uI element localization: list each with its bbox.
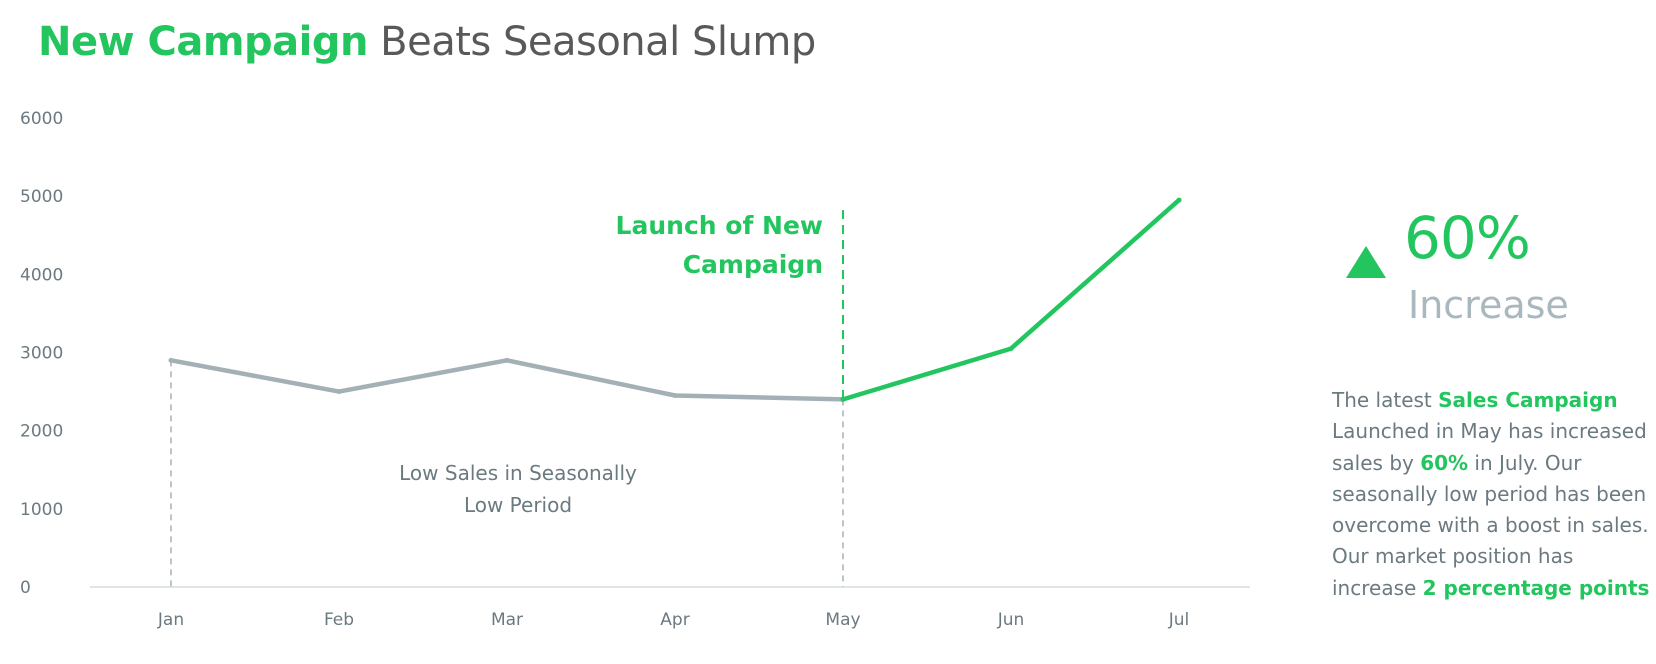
data-point xyxy=(168,357,174,363)
description-text: The latest Sales Campaign Launched in Ma… xyxy=(1332,385,1654,604)
x-tick-label: May xyxy=(825,610,860,630)
y-tick-label: 3000 xyxy=(20,344,63,364)
desc-text-1: The latest xyxy=(1332,388,1439,412)
data-point xyxy=(504,357,510,363)
data-point xyxy=(840,396,846,402)
data-point xyxy=(336,389,342,395)
x-tick-label: Mar xyxy=(491,610,523,630)
title-rest: Beats Seasonal Slump xyxy=(367,19,816,65)
y-tick-label: 6000 xyxy=(20,109,63,129)
kpi-label: Increase xyxy=(1408,283,1569,327)
x-tick-label: Jun xyxy=(997,610,1025,630)
data-point xyxy=(672,392,678,398)
low-sales-annotation-line-2: Low Period xyxy=(464,493,572,517)
y-tick-label: 1000 xyxy=(20,500,63,520)
kpi-value: 60% xyxy=(1404,204,1531,272)
launch-annotation-line-1: Launch of New xyxy=(616,211,823,240)
desc-highlight-points: 2 percentage points xyxy=(1422,575,1650,600)
desc-highlight-sales-campaign: Sales Campaign xyxy=(1438,388,1618,412)
data-point xyxy=(1176,197,1182,203)
chart-title: New Campaign Beats Seasonal Slump xyxy=(38,16,816,68)
y-tick-label: 4000 xyxy=(20,265,63,285)
series-line-after-campaign xyxy=(840,197,1182,402)
desc-highlight-percent: 60% xyxy=(1420,450,1469,475)
x-tick-label: Jul xyxy=(1168,610,1190,630)
y-tick-label: 2000 xyxy=(20,422,63,442)
desc-text-2: Launched in May has increased sales by xyxy=(1332,419,1647,475)
x-tick-label: Feb xyxy=(324,610,354,630)
x-tick-label: Jan xyxy=(157,610,184,630)
launch-annotation-line-2: Campaign xyxy=(683,250,823,279)
low-sales-annotation-line-1: Low Sales in Seasonally xyxy=(399,461,637,485)
triangle-up-icon xyxy=(1346,246,1386,278)
series-line-before-campaign xyxy=(168,358,846,402)
y-tick-label: 5000 xyxy=(20,187,63,207)
title-accent: New Campaign xyxy=(38,19,368,65)
y-tick-label: 0 xyxy=(20,578,31,598)
data-point xyxy=(1008,346,1014,352)
line-chart: 0 1000 2000 3000 4000 5000 6000 Jan Feb Mar Apr May… xyxy=(20,109,1250,630)
desc-text-3: in July. Our seasonally low period has b… xyxy=(1332,450,1649,600)
x-tick-label: Apr xyxy=(660,610,689,630)
